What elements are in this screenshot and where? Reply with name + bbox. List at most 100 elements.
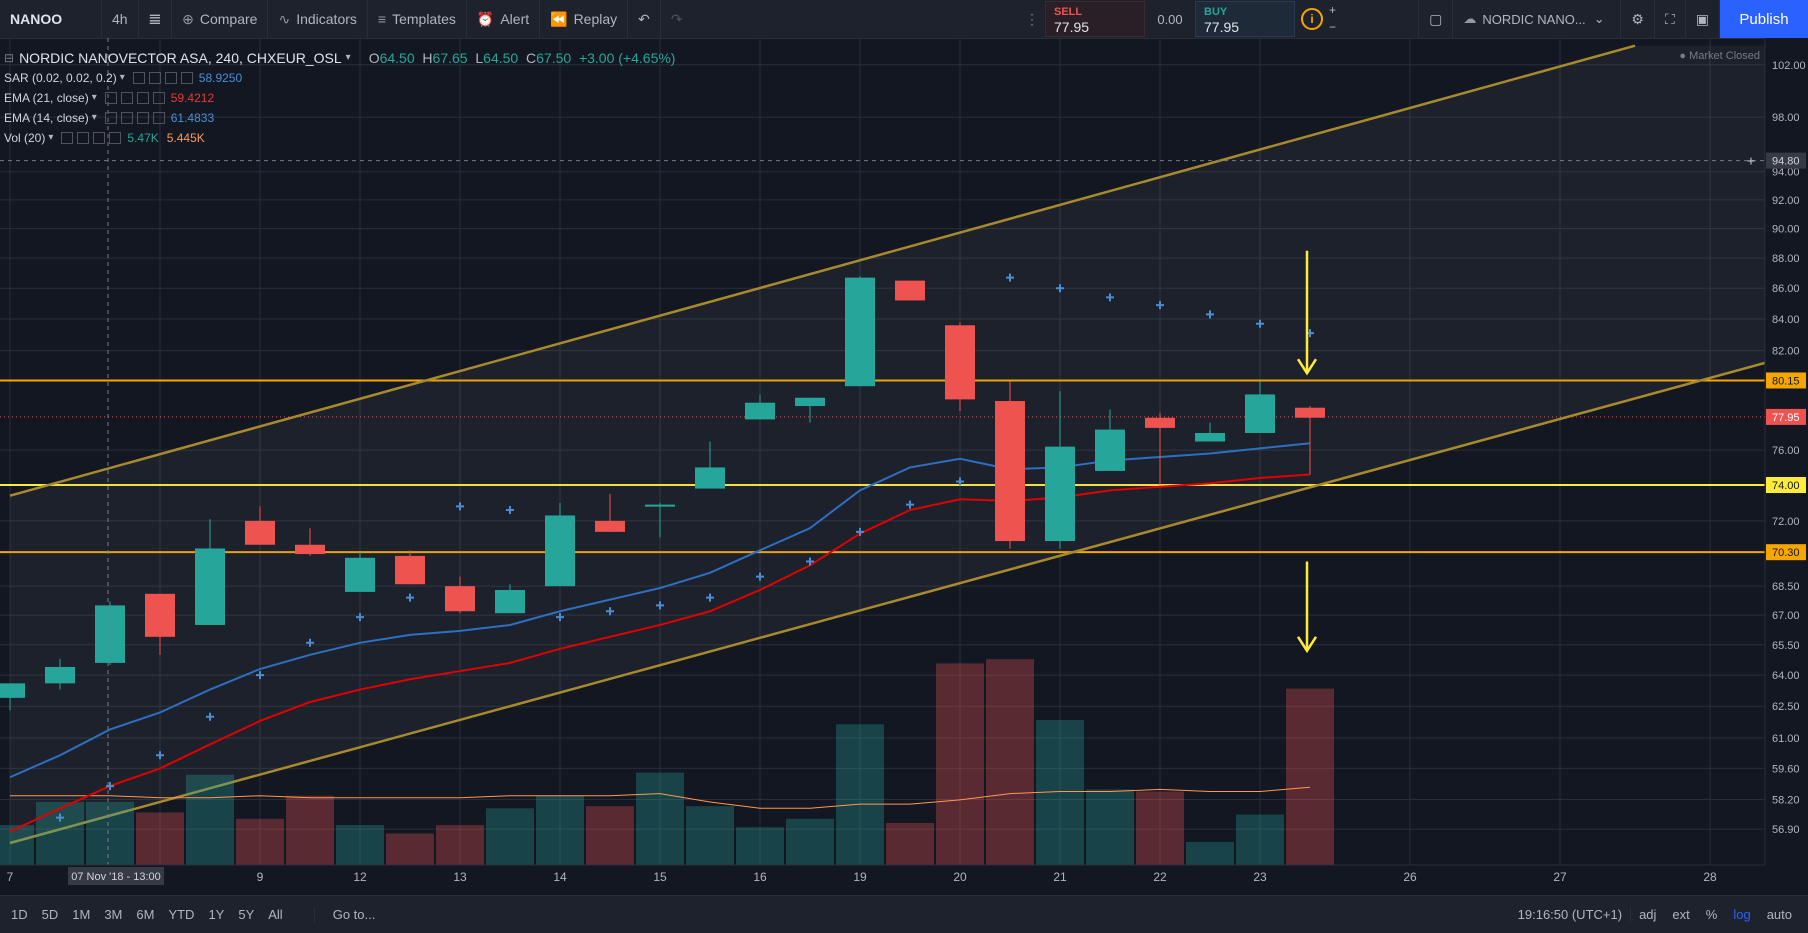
price-tick-label: 56.90 — [1772, 824, 1800, 836]
redo-button[interactable]: ↷ — [661, 0, 693, 38]
volume-bar — [986, 659, 1034, 865]
eye-icon[interactable] — [104, 92, 117, 104]
vol-ma-value: 5.445K — [166, 131, 205, 145]
volume-bar — [1086, 789, 1134, 865]
range-button-5d[interactable]: 5D — [41, 907, 59, 922]
close-icon[interactable] — [180, 72, 193, 84]
goto-button[interactable]: Go to... — [313, 907, 384, 922]
plus-icon[interactable] — [164, 72, 177, 84]
buy-button[interactable]: BUY 77.95 — [1195, 1, 1295, 37]
time-tick-label: 22 — [1153, 870, 1167, 884]
sar-point — [506, 506, 514, 515]
volume-bar — [736, 827, 784, 865]
sell-button[interactable]: SELL 77.95 — [1045, 1, 1145, 37]
price-tick-label: 94.00 — [1772, 167, 1800, 179]
sar-point — [206, 712, 214, 721]
range-button-5y[interactable]: 5Y — [238, 907, 255, 922]
candle-body — [95, 605, 125, 663]
close-icon[interactable] — [152, 112, 165, 124]
legend-vol-row[interactable]: Vol (20) ▾ 5.47K 5.445K — [4, 128, 675, 148]
publish-button[interactable]: Publish — [1720, 0, 1808, 38]
quantity-stepper[interactable]: + − — [1329, 2, 1336, 36]
volume-bar — [236, 818, 284, 865]
bottom-toolbar: 1D 5D 1M 3M 6M YTD 1Y 5Y All Go to... 19:16:50 (… — [0, 895, 1808, 933]
time-tick-label: 13 — [453, 870, 467, 884]
eye-icon[interactable] — [61, 132, 74, 144]
candle-body — [345, 557, 375, 592]
volume-bar — [886, 823, 934, 865]
templates-button[interactable]: ≡ Templates — [368, 0, 467, 38]
gear-icon[interactable] — [148, 72, 161, 84]
symbol-search[interactable]: NANOO — [0, 0, 102, 38]
time-tick-label: 27 — [1553, 870, 1567, 884]
price-chart[interactable]: + 102.00 98.00 94.00 92.00 90.00 88.00 86.00 84… — [0, 38, 1808, 895]
percent-toggle[interactable]: % — [1705, 907, 1718, 922]
close-icon[interactable] — [109, 132, 122, 144]
gear-icon[interactable] — [77, 132, 90, 144]
buy-label: BUY — [1204, 6, 1228, 18]
ext-toggle[interactable]: ext — [1672, 907, 1690, 922]
chevron-down-icon[interactable]: ▾ — [91, 112, 97, 123]
undo-button[interactable]: ↶ — [628, 0, 661, 38]
sar-point — [156, 751, 164, 760]
indicators-button[interactable]: ∿ Indicators — [268, 0, 368, 38]
interval-button[interactable]: 4h — [102, 0, 139, 38]
sar-point — [456, 502, 464, 511]
alert-button[interactable]: ⏰ Alert — [467, 0, 541, 38]
range-button-ytd[interactable]: YTD — [168, 907, 195, 922]
range-button-3m[interactable]: 3M — [104, 907, 123, 922]
settings-button[interactable]: ⚙ — [1621, 0, 1655, 38]
info-icon[interactable]: i — [1301, 8, 1323, 30]
chevron-down-icon[interactable]: ▾ — [119, 72, 125, 83]
plus-icon[interactable] — [93, 132, 106, 144]
plus-icon[interactable]: + — [1329, 3, 1337, 17]
close-icon[interactable] — [152, 92, 165, 104]
chart-style-button[interactable]: 𝌆 — [139, 0, 173, 38]
volume-bar — [586, 806, 634, 865]
snapshot-button[interactable]: ▣ — [1686, 0, 1720, 38]
candle-body — [245, 520, 275, 545]
gear-icon[interactable] — [120, 92, 133, 104]
drag-handle-icon[interactable]: ⋮ — [1025, 10, 1039, 27]
eye-icon[interactable] — [132, 72, 145, 84]
eye-icon[interactable] — [104, 112, 117, 124]
ema-lines — [9, 442, 1311, 833]
cloud-icon: ☁ — [1463, 11, 1477, 26]
price-label-bg — [1766, 408, 1806, 425]
clock[interactable]: 19:16:50 (UTC+1) — [1517, 907, 1623, 922]
close-label: C — [526, 50, 537, 66]
price-tick-label: 68.50 — [1772, 581, 1800, 593]
candle-body — [395, 555, 425, 585]
layout-select[interactable]: ☁ NORDIC NANO... ⌄ — [1453, 0, 1622, 38]
fullscreen-square-button[interactable]: ▢ — [1418, 0, 1454, 38]
range-button-1y[interactable]: 1Y — [208, 907, 225, 922]
minus-icon[interactable]: − — [1329, 20, 1337, 34]
collapse-icon[interactable]: ⊟ — [4, 51, 15, 65]
replay-button[interactable]: ⏪ Replay — [540, 0, 629, 38]
chevron-down-icon[interactable]: ▾ — [48, 132, 54, 143]
legend-sar-row[interactable]: SAR (0.02, 0.02, 0.2) ▾ 58.9250 — [4, 68, 675, 88]
candle-body — [1095, 429, 1125, 471]
chevron-down-icon[interactable]: ▾ — [345, 52, 351, 63]
range-button-6m[interactable]: 6M — [136, 907, 155, 922]
gear-icon[interactable] — [120, 112, 133, 124]
sar-label: SAR (0.02, 0.02, 0.2) — [4, 71, 117, 85]
log-toggle[interactable]: log — [1733, 907, 1751, 922]
legend-ema21-row[interactable]: EMA (21, close) ▾ 59.4212 — [4, 88, 675, 108]
range-button-1m[interactable]: 1M — [72, 907, 91, 922]
chevron-down-icon[interactable]: ▾ — [91, 92, 97, 103]
legend-ema14-row[interactable]: EMA (14, close) ▾ 61.4833 — [4, 108, 675, 128]
volume-bar — [336, 825, 384, 865]
plus-icon[interactable] — [136, 92, 149, 104]
range-button-all[interactable]: All — [268, 907, 283, 922]
compare-button[interactable]: ⊕ Compare — [172, 0, 269, 38]
volume-bars — [0, 659, 1334, 865]
plus-icon[interactable] — [136, 112, 149, 124]
fullscreen-button[interactable]: ⛶ — [1655, 0, 1686, 38]
auto-toggle[interactable]: auto — [1766, 907, 1792, 922]
sar-point — [1006, 273, 1014, 282]
candle-body — [595, 520, 625, 532]
adj-toggle[interactable]: adj — [1630, 907, 1664, 922]
range-button-1d[interactable]: 1D — [11, 907, 28, 922]
price-tick-label: 72.00 — [1772, 516, 1800, 528]
